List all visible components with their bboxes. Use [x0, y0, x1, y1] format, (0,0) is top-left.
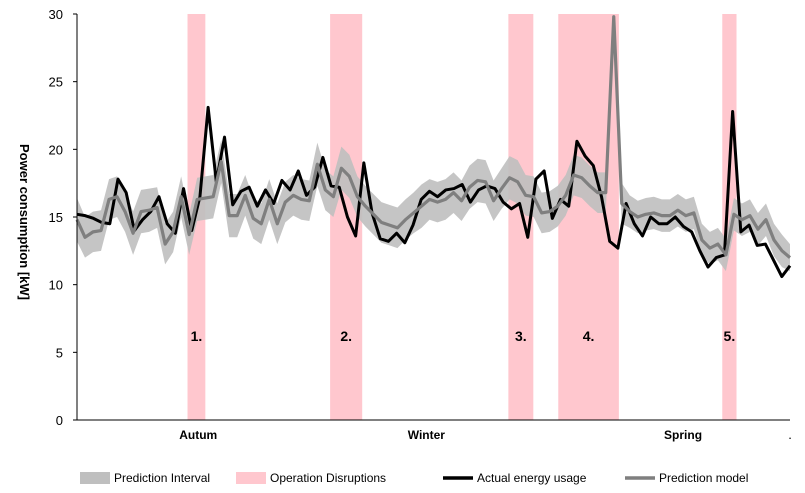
operation-disruptions: [187, 14, 737, 420]
y-tick-label: 0: [56, 413, 63, 428]
season-label: Autum: [179, 428, 217, 442]
disruption-band-4: [558, 14, 619, 420]
disruption-label-5: 5.: [724, 328, 736, 344]
legend: Prediction Interval Operation Disruptions…: [80, 471, 748, 485]
prediction-interval-band: [77, 14, 790, 272]
disruption-label-4: 4.: [583, 328, 595, 344]
axes: 0 5 10 15 20 25 30 Autum Winter Spring.: [49, 7, 792, 442]
legend-label: Operation Disruptions: [270, 471, 386, 485]
y-tick-label: 20: [49, 142, 63, 157]
disruption-label-2: 2.: [340, 328, 352, 344]
region-labels: 1. 2. 3. 4. 5.: [191, 328, 736, 344]
trailing-mark: .: [788, 427, 792, 442]
y-tick-label: 15: [49, 210, 63, 225]
prediction-interval-area: [77, 14, 790, 272]
y-tick-label: 10: [49, 278, 63, 293]
legend-swatch: [236, 472, 266, 484]
prediction-model-line: [75, 15, 792, 259]
legend-swatch: [80, 472, 110, 484]
y-tick-label: 5: [56, 345, 63, 360]
disruption-label-1: 1.: [191, 328, 203, 344]
legend-label: Prediction model: [659, 471, 748, 485]
legend-label: Actual energy usage: [477, 471, 587, 485]
y-axis-label: Power consumption [kW]: [17, 144, 32, 300]
season-label: Spring: [664, 428, 702, 442]
series-lines: [75, 15, 792, 279]
actual-energy-line: [76, 105, 792, 279]
season-label: Winter: [408, 428, 446, 442]
y-tick-label: 30: [49, 7, 63, 22]
legend-label: Prediction Interval: [114, 471, 210, 485]
y-tick-label: 25: [49, 75, 63, 90]
disruption-label-3: 3.: [515, 328, 527, 344]
